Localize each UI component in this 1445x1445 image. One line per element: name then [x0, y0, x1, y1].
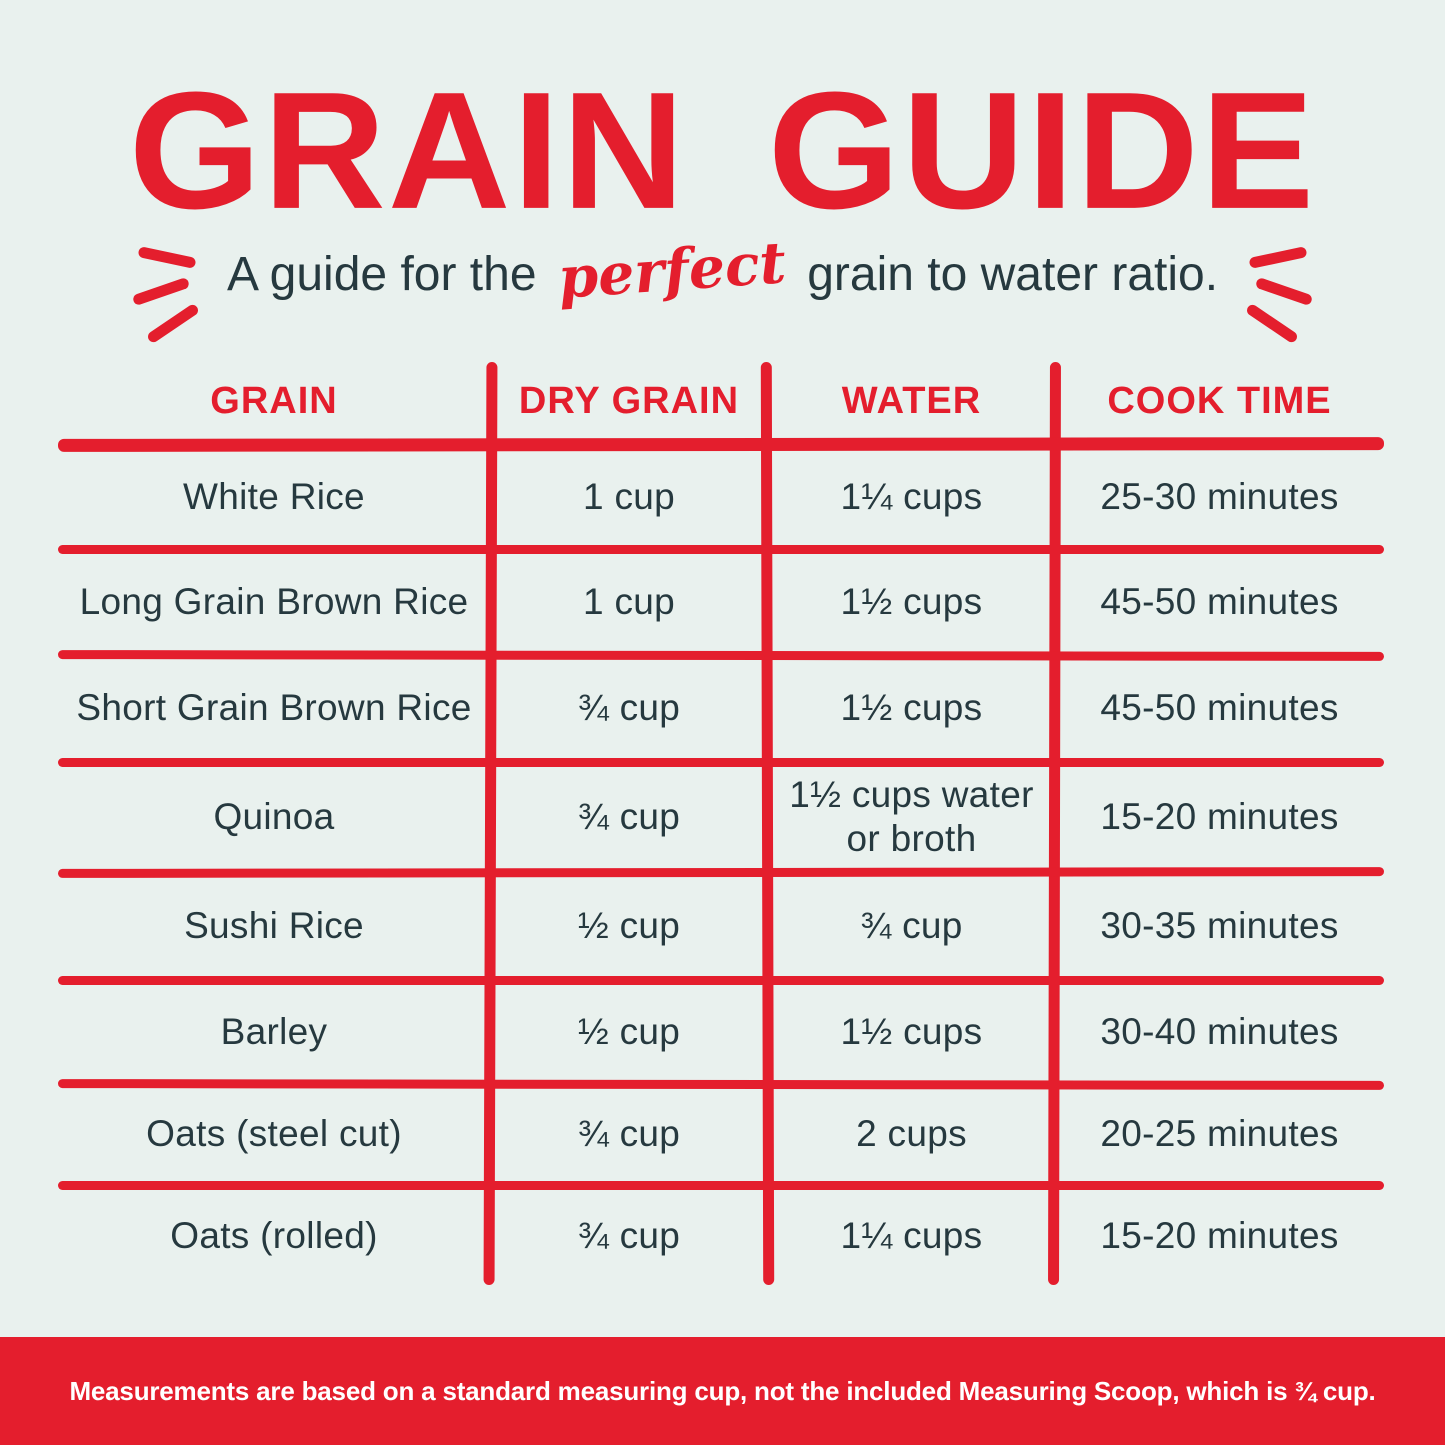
- table-row-sushi-rice: Sushi Rice ½ cup ¾ cup 30-35 minutes: [58, 872, 1384, 980]
- dry-grain-cell: 1 cup: [582, 475, 675, 517]
- column-header-dry-grain: DRY GRAIN: [518, 380, 740, 423]
- table-header-row: GRAIN DRY GRAIN WATER COOK TIME: [58, 362, 1384, 442]
- grid-horizontal-line: [58, 545, 1384, 554]
- dry-grain-cell: ¾ cup: [577, 1113, 681, 1155]
- subtitle-suffix: grain to water ratio.: [807, 248, 1219, 301]
- footer-banner: Measurements are based on a standard mea…: [0, 1337, 1445, 1445]
- cook-time-cell: 25-30 minutes: [1100, 475, 1339, 517]
- table-row-oats-steel-cut: Oats (steel cut) ¾ cup 2 cups 20-25 minu…: [58, 1084, 1384, 1185]
- table-row-barley: Barley ½ cup 1½ cups 30-40 minutes: [58, 980, 1384, 1084]
- subtitle-highlight: perfect: [555, 229, 788, 312]
- dry-grain-cell: 1 cup: [582, 580, 675, 622]
- grid-horizontal-line: [58, 758, 1384, 767]
- grain-cell: Quinoa: [213, 795, 335, 837]
- subtitle: A guide for the perfect grain to water r…: [0, 229, 1445, 312]
- column-header-cook-time: COOK TIME: [1107, 380, 1332, 423]
- table-row-short-grain-brown-rice: Short Grain Brown Rice ¾ cup 1½ cups 45-…: [58, 655, 1384, 762]
- column-header-grain: GRAIN: [210, 380, 338, 423]
- cook-time-cell: 45-50 minutes: [1100, 580, 1339, 622]
- table-row-quinoa: Quinoa ¾ cup 1½ cups water or broth 15-2…: [58, 762, 1384, 872]
- dry-grain-cell: ½ cup: [577, 904, 681, 946]
- grid-horizontal-line: [58, 1181, 1384, 1190]
- measurement-note: Measurements are based on a standard mea…: [69, 1375, 1376, 1406]
- water-cell: 1½ cups: [840, 580, 983, 622]
- grain-cell: Barley: [220, 1010, 328, 1052]
- dry-grain-cell: ¾ cup: [577, 795, 681, 837]
- grain-cell: Oats (rolled): [170, 1214, 378, 1256]
- grain-cell: Oats (steel cut): [146, 1113, 402, 1155]
- table-row-white-rice: White Rice 1 cup 1¼ cups 25-30 minutes: [58, 445, 1384, 549]
- cook-time-cell: 20-25 minutes: [1100, 1113, 1339, 1155]
- column-header-water: WATER: [841, 380, 982, 423]
- subtitle-prefix: A guide for the: [226, 248, 537, 301]
- dry-grain-cell: ¾ cup: [577, 1214, 681, 1256]
- cook-time-cell: 30-40 minutes: [1100, 1010, 1339, 1052]
- cook-time-cell: 15-20 minutes: [1100, 1214, 1339, 1256]
- cook-time-cell: 30-35 minutes: [1100, 904, 1339, 946]
- dry-grain-cell: ½ cup: [577, 1010, 681, 1052]
- page-title: GRAIN GUIDE: [128, 57, 1317, 245]
- grain-cell: Long Grain Brown Rice: [79, 580, 469, 622]
- grain-cell: White Rice: [183, 475, 365, 517]
- dry-grain-cell: ¾ cup: [577, 687, 681, 729]
- water-cell: 1½ cups water or broth: [789, 773, 1034, 859]
- grain-cell: Sushi Rice: [184, 904, 364, 946]
- water-cell: 1½ cups: [840, 1010, 983, 1052]
- grain-cell: Short Grain Brown Rice: [76, 687, 472, 729]
- water-cell: 1½ cups: [840, 687, 983, 729]
- water-cell: 1¼ cups: [840, 475, 983, 517]
- table-row-long-grain-brown-rice: Long Grain Brown Rice 1 cup 1½ cups 45-5…: [58, 549, 1384, 655]
- cook-time-cell: 45-50 minutes: [1100, 687, 1339, 729]
- cook-time-cell: 15-20 minutes: [1100, 795, 1339, 837]
- table-row-oats-rolled: Oats (rolled) ¾ cup 1¼ cups 15-20 minute…: [58, 1185, 1384, 1287]
- water-cell: 2 cups: [856, 1113, 967, 1155]
- grid-horizontal-line: [58, 976, 1384, 985]
- water-cell: ¾ cup: [860, 904, 963, 946]
- water-cell: 1¼ cups: [840, 1214, 983, 1256]
